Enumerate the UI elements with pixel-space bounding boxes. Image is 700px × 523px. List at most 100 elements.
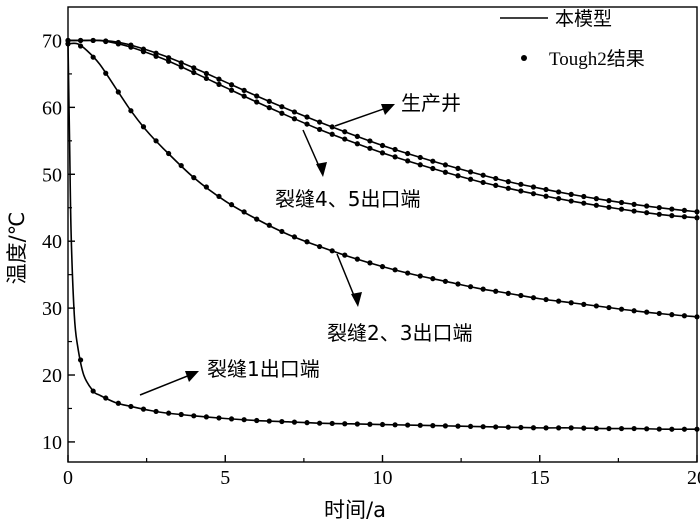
series-marker-2 [367, 260, 373, 266]
series-marker-1 [216, 81, 222, 87]
series-marker-1 [279, 110, 285, 116]
series-marker-2 [279, 228, 285, 235]
series-marker-0 [178, 60, 184, 66]
annot-arrowhead-production-well [381, 104, 395, 115]
series-marker-0 [455, 165, 461, 171]
series-marker-0 [556, 189, 562, 195]
series-marker-2 [681, 313, 688, 319]
series-marker-3 [505, 424, 511, 430]
series-marker-1 [392, 154, 398, 160]
series-marker-1 [103, 38, 109, 45]
series-marker-2 [178, 162, 184, 169]
series-marker-2 [228, 202, 235, 208]
series-marker-3 [291, 419, 298, 425]
series-marker-3 [405, 422, 411, 428]
series-marker-0 [329, 124, 335, 130]
series-marker-0 [228, 82, 235, 88]
series-marker-0 [241, 87, 247, 93]
annot-arrow-fracture-1 [139, 372, 196, 396]
series-marker-3 [115, 400, 121, 406]
series-marker-3 [317, 420, 323, 426]
series-marker-0 [379, 142, 386, 149]
series-marker-2 [266, 222, 272, 228]
series-marker-2 [304, 239, 310, 245]
series-marker-0 [367, 138, 373, 144]
annotations: 生产井 裂缝4、5出口端 裂缝2、3出口端 裂缝1出口端 [139, 91, 472, 396]
series-marker-0 [304, 114, 310, 120]
series-marker-3 [694, 426, 700, 432]
series-marker-3 [191, 413, 197, 419]
annot-fracture-23: 裂缝2、3出口端 [327, 321, 472, 345]
series-marker-0 [543, 186, 549, 193]
series-marker-2 [103, 70, 109, 76]
annot-arrow-production-well [334, 105, 393, 127]
annot-arrowhead-fracture-23 [351, 292, 362, 307]
series-marker-3 [442, 423, 448, 429]
series-marker-2 [115, 89, 121, 95]
series-marker-3 [342, 421, 348, 427]
annot-fracture-1: 裂缝1出口端 [207, 357, 320, 381]
series-marker-2 [530, 295, 537, 301]
series-marker-1 [115, 41, 121, 47]
annot-fracture-45: 裂缝4、5出口端 [275, 187, 420, 211]
y-tick-label: 10 [42, 432, 62, 454]
series-marker-2 [467, 284, 474, 290]
series-marker-2 [342, 252, 348, 258]
legend-marker-swatch [521, 55, 527, 61]
series-marker-0 [581, 193, 587, 200]
series-marker-1 [593, 202, 599, 208]
series-marker-2 [153, 138, 159, 144]
annot-production-well: 生产井 [401, 91, 461, 115]
series-marker-2 [455, 281, 461, 287]
series-marker-0 [530, 184, 537, 190]
series-marker-3 [228, 416, 235, 422]
series-marker-2 [128, 108, 134, 114]
series-marker-1 [493, 182, 499, 188]
series-marker-2 [505, 290, 511, 296]
series-marker-1 [417, 162, 423, 168]
series-marker-1 [203, 75, 209, 82]
series-marker-1 [505, 185, 511, 191]
series-marker-0 [480, 172, 486, 178]
series-marker-0 [266, 98, 272, 104]
series-marker-3 [606, 425, 612, 432]
series-marker-1 [354, 141, 360, 147]
series-marker-3 [140, 406, 147, 412]
series-marker-3 [354, 421, 360, 427]
series-marker-1 [467, 176, 474, 182]
series-line-1 [68, 39, 698, 219]
legend: 本模型 Tough2结果 [500, 8, 645, 70]
series-marker-2 [581, 301, 587, 307]
series-marker-0 [405, 150, 411, 157]
series-marker-0 [631, 201, 637, 207]
series-marker-2 [593, 303, 599, 309]
series-lines [67, 39, 698, 431]
y-tick-label: 30 [42, 298, 62, 320]
series-marker-2 [694, 314, 700, 320]
series-marker-3 [644, 426, 650, 432]
series-marker-1 [153, 53, 159, 59]
series-marker-3 [266, 418, 272, 424]
series-marker-0 [618, 199, 625, 206]
series-marker-3 [669, 426, 675, 432]
series-marker-1 [405, 158, 411, 164]
y-tick-label: 60 [42, 97, 62, 119]
series-marker-2 [317, 243, 323, 250]
series-marker-1 [166, 58, 172, 64]
series-marker-3 [631, 425, 637, 432]
series-marker-1 [556, 196, 562, 202]
series-marker-3 [455, 423, 461, 429]
series-marker-3 [90, 388, 96, 394]
series-marker-1 [254, 99, 260, 105]
x-tick-label: 5 [220, 467, 230, 489]
series-marker-0 [644, 203, 650, 209]
series-marker-0 [606, 198, 612, 204]
series-marker-2 [329, 248, 335, 254]
series-marker-2 [493, 288, 499, 294]
series-marker-3 [77, 357, 84, 363]
series-marker-2 [191, 175, 197, 181]
series-marker-2 [480, 286, 486, 292]
series-marker-0 [166, 55, 172, 61]
series-marker-0 [254, 93, 260, 99]
